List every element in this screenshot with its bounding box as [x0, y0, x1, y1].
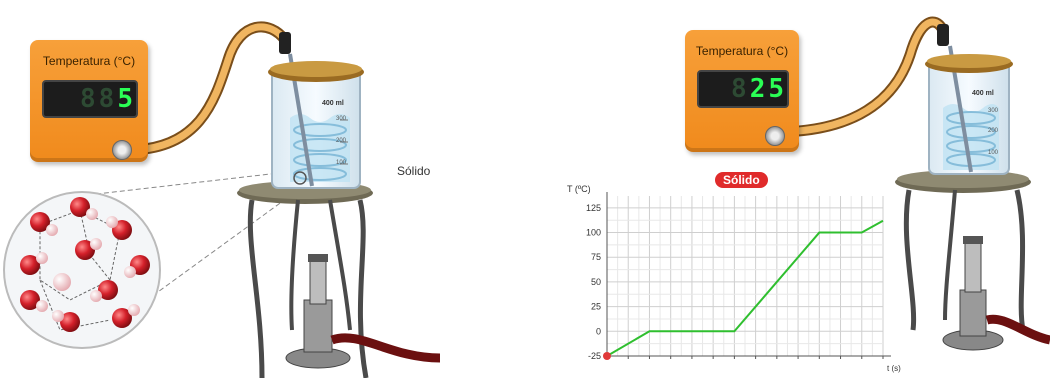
thermometer-display: Temperatura (°C) 825 [685, 30, 799, 152]
y-tick-label: -25 [588, 351, 601, 361]
left-scene: 400 ml 300 200 100 Temperatura (°C) 885 … [3, 21, 441, 378]
temperature-value: 5 [117, 84, 136, 114]
tripod-leg [943, 189, 957, 321]
tripod-leg [357, 199, 369, 378]
thermometer-title: Temperatura (°C) [695, 44, 789, 58]
sensor-connector-icon [112, 140, 132, 160]
tripod-leg [903, 189, 917, 331]
beaker-tick-label: 300 [336, 116, 347, 122]
temperature-value: 25 [749, 74, 787, 104]
beaker-tick-label: 100 [336, 160, 347, 166]
y-tick-labels: 125 100 75 50 25 0 -25 [586, 203, 601, 361]
gas-hose [985, 314, 1050, 345]
zoom-target-icon [293, 171, 307, 185]
tripod-leg [289, 199, 300, 331]
beaker-tick-label: 100 [988, 150, 999, 156]
lcd-ghost-digits: 88 [80, 84, 118, 114]
probe-head [279, 32, 291, 54]
beaker-tick-label: 300 [988, 108, 999, 114]
y-tick-label: 100 [586, 228, 601, 238]
tripod-leg [247, 199, 265, 378]
zoom-line [139, 184, 306, 306]
lcd-ghost-digits: 8 [731, 74, 750, 104]
thermometer-title: Temperatura (°C) [42, 54, 136, 68]
water-molecules [20, 197, 150, 332]
right-scene: 400 ml 300 200 100 Temperatura (°C) 825 … [525, 0, 1050, 378]
chart-grid [606, 196, 884, 357]
temperature-readout: 885 [42, 80, 138, 118]
sensor-connector-icon [765, 126, 785, 146]
zoom-line [87, 169, 306, 196]
temperature-chart: 125 100 75 50 25 0 -25 T (ºC) t (s) [567, 184, 901, 373]
left-apparatus [3, 21, 441, 378]
tripod-leg [328, 199, 352, 331]
state-label: Sólido [397, 164, 431, 178]
thermometer-display: Temperatura (°C) 885 [30, 40, 148, 162]
y-tick-label: 75 [591, 252, 601, 262]
y-tick-label: 0 [596, 326, 601, 336]
beaker-tick-label: 200 [336, 138, 347, 144]
probe-head [937, 24, 949, 46]
sensor-tube-highlight [771, 18, 947, 136]
start-marker [603, 352, 611, 360]
gas-hose [330, 333, 441, 363]
sensor-tube [122, 21, 291, 156]
y-tick-label: 25 [591, 302, 601, 312]
chart-axes [606, 192, 891, 359]
x-axis-label: t (s) [887, 364, 901, 373]
burner-body [959, 289, 987, 337]
temperature-readout: 825 [697, 70, 789, 108]
series-line [606, 219, 884, 357]
tripod-leg [1014, 189, 1026, 331]
beaker-volume-label: 400 ml [322, 100, 344, 107]
beaker-tick-label: 200 [988, 128, 999, 134]
right-apparatus [769, 16, 1050, 351]
state-badge: Sólido [715, 172, 768, 188]
burner-barrel [964, 239, 982, 293]
y-axis-label: T (ºC) [567, 184, 591, 194]
beaker-volume-label: 400 ml [972, 90, 994, 97]
burner-body [303, 299, 333, 353]
y-tick-label: 125 [586, 203, 601, 213]
burner-barrel [309, 257, 327, 305]
y-tick-label: 50 [591, 277, 601, 287]
sensor-tube-highlight [124, 23, 289, 154]
